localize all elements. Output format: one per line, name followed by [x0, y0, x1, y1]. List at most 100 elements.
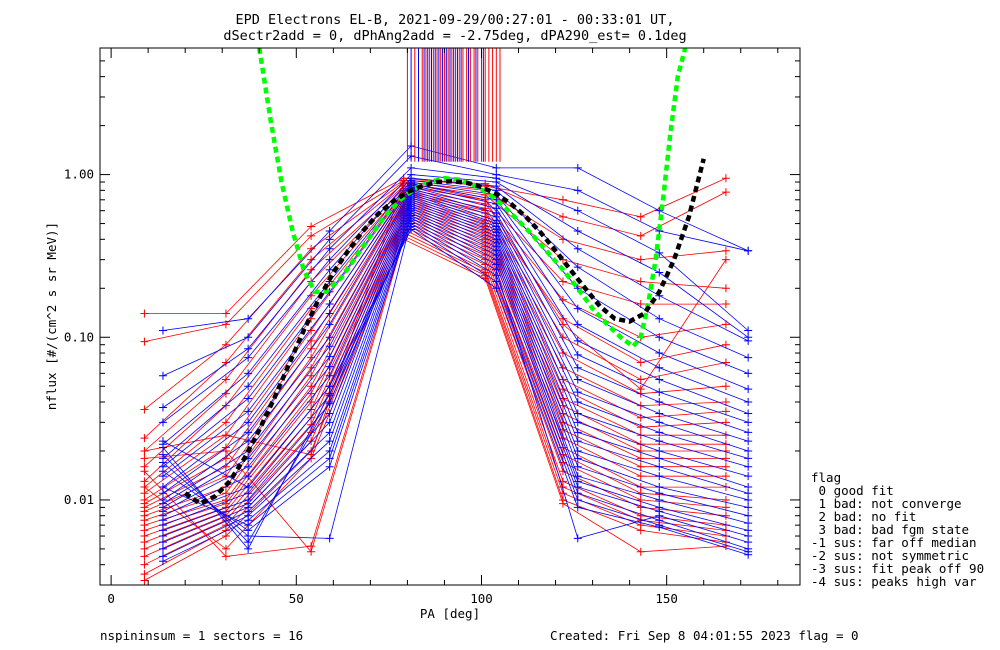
data-point: [721, 320, 730, 329]
data-point: [636, 255, 645, 264]
data-point: [140, 483, 149, 492]
data-point: [744, 353, 753, 362]
data-point: [573, 409, 582, 418]
series-line: [162, 191, 749, 508]
data-point: [558, 277, 567, 286]
data-point: [307, 450, 316, 459]
data-point: [744, 446, 753, 455]
data-point: [655, 268, 664, 277]
axes: 0 50 100 150 0.01 0.10 1.00: [64, 47, 800, 606]
series-line: [162, 223, 749, 550]
data-point: [244, 407, 253, 416]
data-point: [140, 538, 149, 547]
data-point: [744, 336, 753, 345]
series-line: [162, 195, 749, 517]
data-point: [636, 462, 645, 471]
x-tick-label: 50: [289, 591, 304, 606]
data-point: [655, 388, 664, 397]
series-38: [158, 182, 753, 498]
data-point: [636, 526, 645, 535]
data-point: [307, 420, 316, 429]
data-point: [158, 538, 167, 547]
series-line: [144, 191, 726, 488]
data-point: [140, 337, 149, 346]
high-flux-bars: [406, 48, 501, 162]
data-point: [744, 550, 753, 559]
data-point: [140, 446, 149, 455]
fit-curves: [183, 48, 706, 507]
data-point: [325, 437, 334, 446]
data-point: [744, 397, 753, 406]
data-point: [558, 385, 567, 394]
series-line: [144, 205, 726, 521]
data-point: [744, 511, 753, 520]
data-point: [221, 375, 230, 384]
data-point: [307, 371, 316, 380]
data-point: [655, 437, 664, 446]
series-8: [140, 188, 730, 492]
series-line: [144, 207, 726, 526]
series-55: [158, 219, 753, 553]
data-point: [655, 495, 664, 504]
data-point: [140, 467, 149, 476]
data-point: [655, 349, 664, 358]
series-54: [158, 216, 753, 547]
data-point: [244, 369, 253, 378]
data-point: [140, 576, 149, 585]
data-point: [573, 163, 582, 172]
footer-created-info: Created: Fri Sep 8 04:01:55 2023 flag = …: [550, 628, 859, 643]
data-point: [221, 418, 230, 427]
footer-sector-info: nspininsum = 1 sectors = 16: [100, 628, 303, 643]
x-tick-label: 0: [107, 591, 115, 606]
data-point: [325, 397, 334, 406]
data-point: [721, 300, 730, 309]
data-point: [655, 363, 664, 372]
data-point: [325, 534, 334, 543]
series-51: [158, 209, 753, 566]
data-point: [325, 382, 334, 391]
flag-legend: flag 0 good fit 1 bad: not converge 2 ba…: [811, 470, 984, 589]
data-point: [492, 163, 501, 172]
data-point: [721, 358, 730, 367]
data-point: [140, 309, 149, 318]
series-21: [140, 216, 730, 561]
series-57: [158, 225, 753, 559]
y-tick-label: 0.01: [64, 492, 94, 507]
data-point: [573, 244, 582, 253]
data-point: [721, 511, 730, 520]
data-point: [573, 304, 582, 313]
series-line: [162, 184, 749, 488]
data-point: [655, 248, 664, 257]
data-point: [140, 434, 149, 443]
data-point: [158, 326, 167, 335]
data-point: [325, 300, 334, 309]
data-point: [636, 472, 645, 481]
data-point: [307, 389, 316, 398]
series-line: [162, 225, 749, 553]
data-point: [221, 544, 230, 553]
data-point: [744, 462, 753, 471]
x-tick-label: 150: [655, 591, 678, 606]
data-point: [158, 467, 167, 476]
series-line: [144, 215, 726, 543]
legend-title: flag: [811, 470, 841, 485]
data-point: [636, 495, 645, 504]
data-point: [636, 489, 645, 498]
series-line: [162, 207, 749, 550]
data-point: [492, 284, 501, 293]
data-point: [221, 532, 230, 541]
series-line: [144, 212, 726, 537]
series-line: [162, 199, 749, 526]
data-point: [744, 428, 753, 437]
data-point: [325, 389, 334, 398]
data-point: [158, 450, 167, 459]
data-point: [636, 231, 645, 240]
data-point: [721, 174, 730, 183]
data-point: [221, 431, 230, 440]
series-line: [162, 155, 749, 377]
data-point: [721, 407, 730, 416]
y-tick-label: 0.10: [64, 329, 94, 344]
data-point: [325, 255, 334, 264]
series-2: [140, 176, 730, 346]
data-point: [655, 206, 664, 215]
